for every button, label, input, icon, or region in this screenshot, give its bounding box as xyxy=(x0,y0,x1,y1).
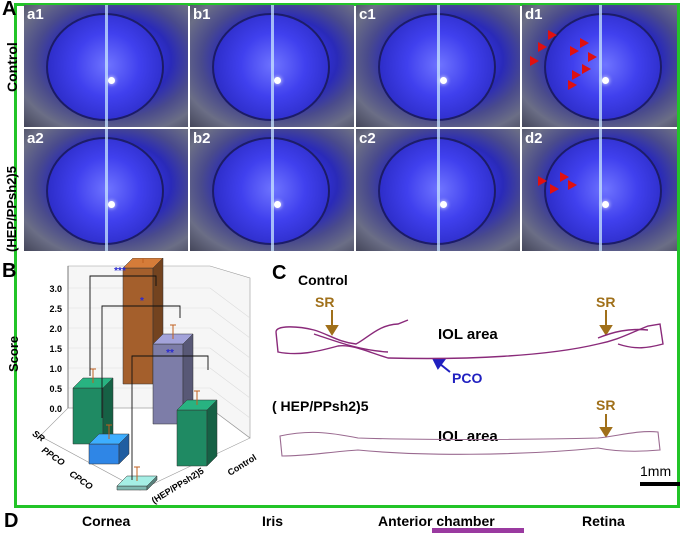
panel-label-a: A xyxy=(2,0,17,20)
slit-lamp-beam xyxy=(271,129,274,251)
image-tag: c2 xyxy=(359,130,376,147)
reflection-glint xyxy=(601,77,609,84)
row-tick-label: CPCO xyxy=(68,469,95,492)
group-tick-label: (HEP/PPsh2)5 xyxy=(150,466,206,506)
pco-marker-arrow xyxy=(580,38,589,48)
iol-capsule-ring xyxy=(544,13,662,121)
pco-marker-arrow xyxy=(588,52,597,62)
bar-front xyxy=(116,485,148,491)
y-tick-label: 1.0 xyxy=(49,364,62,374)
panel-c-control-title: Control xyxy=(298,272,348,288)
slit-lamp-beam xyxy=(598,5,602,127)
iol-capsule-ring xyxy=(544,137,662,245)
reflection-glint xyxy=(274,201,281,208)
slit-lamp-beam xyxy=(437,5,440,127)
gridline xyxy=(209,327,251,359)
figure-frame xyxy=(14,3,680,508)
panel-d-label-retina: Retina xyxy=(582,513,625,529)
eye-image-a2: a2 xyxy=(24,129,188,251)
image-tag: d2 xyxy=(525,130,543,147)
bar-front xyxy=(88,443,120,465)
row-label-treated: (HEP/PPsh2)5 xyxy=(4,166,19,252)
gridline xyxy=(209,387,251,419)
eye-image-d2: d2 xyxy=(522,129,677,251)
panel-c-treated-title: ( HEP/PPsh2)5 xyxy=(272,398,369,414)
significance-bracket xyxy=(101,305,181,418)
slit-lamp-beam xyxy=(105,5,108,127)
histology-strip xyxy=(432,528,524,533)
sr-label-left-control: SR xyxy=(315,294,335,310)
panel-label-b: B xyxy=(2,260,17,282)
eye-image-d1: d1 xyxy=(522,5,677,127)
y-tick-label: 0.5 xyxy=(49,384,62,394)
pco-marker-arrow xyxy=(550,184,559,194)
reflection-glint xyxy=(440,201,447,208)
pco-label: PCO xyxy=(452,370,483,386)
pco-marker-arrow xyxy=(572,70,581,80)
pco-marker-arrow xyxy=(548,30,557,40)
y-tick-label: 0.0 xyxy=(49,404,62,414)
significance-label: * xyxy=(140,296,144,307)
reflection-glint xyxy=(108,201,115,208)
pco-marker-arrow xyxy=(538,42,547,52)
significance-bracket xyxy=(89,275,157,376)
gridline xyxy=(209,347,251,379)
gridline xyxy=(209,287,251,319)
row-tick-label: SR xyxy=(31,428,47,444)
reflection-glint xyxy=(440,77,447,84)
significance-bracket xyxy=(131,355,209,480)
iol-area-label-control: IOL area xyxy=(438,326,498,343)
eye-image-a1: a1 xyxy=(24,5,188,127)
row-label-control: Control xyxy=(4,42,20,92)
image-tag: b1 xyxy=(193,6,211,23)
panel-d-label-cornea: Cornea xyxy=(82,513,131,529)
significance-label: *** xyxy=(114,266,126,277)
pco-marker-arrow xyxy=(570,46,579,56)
image-tag: c1 xyxy=(359,6,376,23)
eye-image-b1: b1 xyxy=(190,5,354,127)
image-tag: a1 xyxy=(27,6,44,23)
pco-marker-arrow xyxy=(582,64,591,74)
y-tick-label: 2.0 xyxy=(49,324,62,334)
image-tag: a2 xyxy=(27,130,44,147)
pco-marker-arrow xyxy=(568,180,577,190)
scale-bar-label: 1mm xyxy=(640,463,672,479)
bar-front xyxy=(122,267,154,385)
sr-label-right-control: SR xyxy=(596,294,616,310)
reflection-glint xyxy=(108,77,115,84)
y-tick-label: 2.5 xyxy=(49,304,62,314)
eye-image-c2: c2 xyxy=(356,129,520,251)
pco-marker-arrow xyxy=(538,176,547,186)
panel-label-c: C xyxy=(272,262,287,284)
reflection-glint xyxy=(601,201,609,208)
image-tag: b2 xyxy=(193,130,211,147)
y-tick-label: 1.5 xyxy=(49,344,62,354)
pco-marker-arrow xyxy=(560,172,569,182)
group-tick-label: Control xyxy=(226,452,258,477)
panel-d-label-anterior-chamber: Anterior chamber xyxy=(378,513,495,529)
iol-area-label-treated: IOL area xyxy=(438,428,498,445)
slit-lamp-beam xyxy=(271,5,274,127)
panel-d-label-iris: Iris xyxy=(262,513,284,529)
significance-label: ** xyxy=(166,348,174,359)
capsule-sections xyxy=(275,310,680,486)
panel-label-d: D xyxy=(4,510,19,532)
pco-marker-arrow xyxy=(530,56,539,66)
gridline xyxy=(209,367,251,399)
sr-label-treated: SR xyxy=(596,397,616,413)
pco-marker-arrow xyxy=(568,80,577,90)
eye-image-c1: c1 xyxy=(356,5,520,127)
bar-side xyxy=(206,399,218,467)
slit-lamp-beam xyxy=(598,129,602,251)
eye-image-b2: b2 xyxy=(190,129,354,251)
image-tag: d1 xyxy=(525,6,543,23)
bar-front xyxy=(176,409,208,467)
gridline xyxy=(209,307,251,339)
reflection-glint xyxy=(274,77,281,84)
y-axis-label: Score xyxy=(6,335,21,372)
y-tick-label: 3.0 xyxy=(49,284,62,294)
slit-lamp-beam xyxy=(105,129,108,251)
slit-lamp-beam xyxy=(437,129,440,251)
